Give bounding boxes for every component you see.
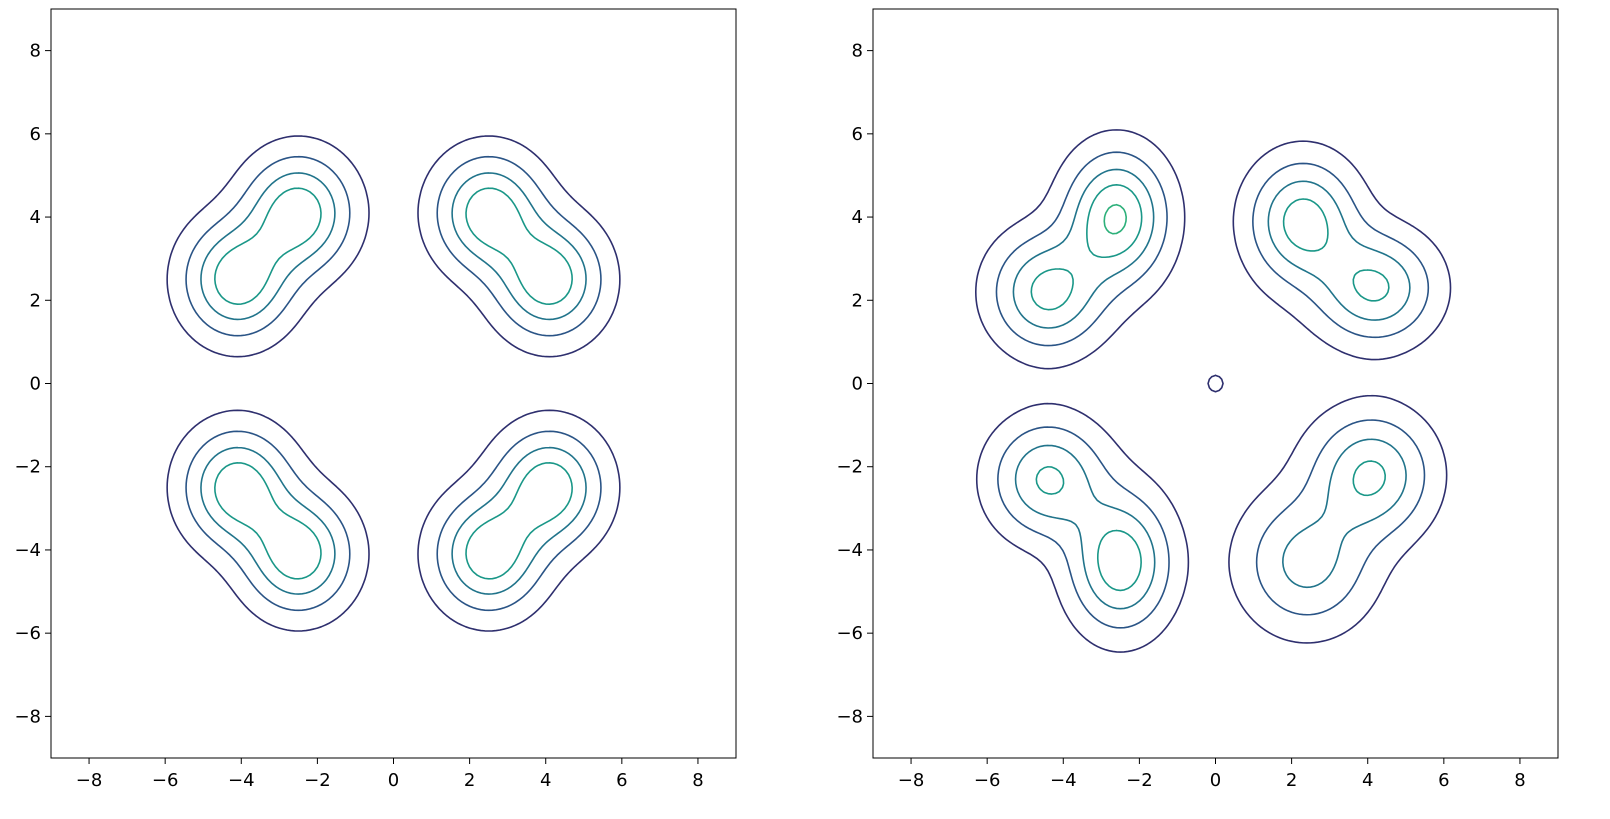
y-tick-label: 8 bbox=[852, 41, 863, 62]
x-tick-label: 4 bbox=[1362, 770, 1373, 791]
y-tick-label: −8 bbox=[14, 706, 41, 727]
contour-level-3 bbox=[1012, 168, 1411, 610]
contour-plot-left: −8 −6 −4 −2 0 2 4 6 8 −8 −6 −4 −2 0 2 4 6 8 bbox=[14, 8, 737, 791]
y-tick-label: −4 bbox=[836, 540, 863, 561]
x-tick-label: 2 bbox=[464, 770, 475, 791]
x-tick-label: −2 bbox=[304, 770, 331, 791]
y-tick-label: 0 bbox=[852, 374, 863, 395]
y-tick-label: 4 bbox=[852, 207, 863, 228]
contour-level-4 bbox=[1030, 184, 1390, 592]
x-tick-label: 8 bbox=[692, 770, 703, 791]
x-tick-label: −6 bbox=[152, 770, 179, 791]
plot-frame bbox=[50, 8, 737, 759]
y-tick-label: −6 bbox=[836, 623, 863, 644]
y-axis: −8 −6 −4 −2 0 2 4 6 8 bbox=[14, 41, 51, 727]
x-tick-label: −4 bbox=[228, 770, 255, 791]
x-tick-label: 4 bbox=[540, 770, 551, 791]
y-tick-label: −2 bbox=[836, 457, 863, 478]
contour-level-5 bbox=[1103, 203, 1127, 235]
x-tick-label: 6 bbox=[616, 770, 627, 791]
y-tick-label: 4 bbox=[30, 207, 41, 228]
contour-level-4 bbox=[214, 187, 573, 580]
x-tick-label: −4 bbox=[1050, 770, 1077, 791]
contour-plot-right: −8 −6 −4 −2 0 2 4 6 8 −8 −6 −4 −2 0 2 4 6 8 bbox=[836, 8, 1559, 791]
plot-frame bbox=[872, 8, 1559, 759]
y-tick-label: −4 bbox=[14, 540, 41, 561]
x-tick-label: −6 bbox=[974, 770, 1001, 791]
y-tick-label: 0 bbox=[30, 374, 41, 395]
y-tick-label: 2 bbox=[852, 290, 863, 311]
y-tick-label: 6 bbox=[852, 124, 863, 145]
x-tick-label: 2 bbox=[1286, 770, 1297, 791]
y-tick-label: −6 bbox=[14, 623, 41, 644]
contour-lines bbox=[974, 129, 1452, 653]
y-tick-label: 8 bbox=[30, 41, 41, 62]
x-tick-label: −2 bbox=[1126, 770, 1153, 791]
x-tick-label: −8 bbox=[898, 770, 925, 791]
contour-lines bbox=[166, 135, 621, 632]
contour-level-2 bbox=[185, 155, 602, 612]
x-tick-label: 8 bbox=[1514, 770, 1525, 791]
contour-level-1 bbox=[166, 135, 621, 632]
contour-level-1 bbox=[974, 129, 1452, 653]
x-axis: −8 −6 −4 −2 0 2 4 6 8 bbox=[898, 758, 1526, 791]
y-axis: −8 −6 −4 −2 0 2 4 6 8 bbox=[836, 41, 873, 727]
x-tick-label: 6 bbox=[1438, 770, 1449, 791]
y-tick-label: 6 bbox=[30, 124, 41, 145]
x-tick-label: 0 bbox=[1210, 770, 1221, 791]
x-axis: −8 −6 −4 −2 0 2 4 6 8 bbox=[76, 758, 704, 791]
y-tick-label: −8 bbox=[836, 706, 863, 727]
x-tick-label: −8 bbox=[76, 770, 103, 791]
contour-level-2 bbox=[995, 151, 1430, 629]
contour-level-3 bbox=[200, 172, 587, 595]
y-tick-label: −2 bbox=[14, 457, 41, 478]
x-tick-label: 0 bbox=[388, 770, 399, 791]
y-tick-label: 2 bbox=[30, 290, 41, 311]
